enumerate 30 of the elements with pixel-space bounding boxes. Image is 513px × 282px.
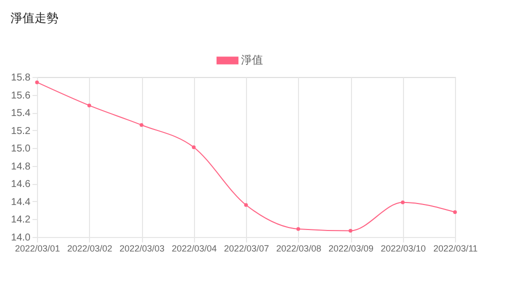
y-tick-label: 15.6 (11, 90, 31, 102)
legend-label: 淨值 (241, 54, 263, 66)
y-tick-label: 14.0 (11, 232, 31, 244)
y-tick-label: 14.8 (11, 161, 31, 172)
x-tick-label: 2022/03/11 (433, 244, 478, 254)
point (296, 227, 300, 231)
y-tick-label: 15.0 (11, 144, 31, 155)
point (453, 210, 457, 214)
point (244, 203, 248, 207)
point (140, 123, 144, 127)
y-tick-label: 14.2 (11, 214, 31, 226)
y-tick-label: 15.2 (11, 126, 31, 137)
x-tick-label: 2022/03/02 (67, 244, 112, 254)
x-tick-label: 2022/03/01 (14, 244, 60, 254)
y-tick-label: 14.4 (11, 196, 31, 208)
x-tick-label: 2022/03/04 (172, 244, 217, 254)
x-tick-label: 2022/03/08 (276, 244, 322, 254)
point (87, 104, 92, 108)
y-tick-label: 14.6 (11, 179, 31, 190)
x-tick-label: 2022/03/09 (328, 244, 374, 254)
point (348, 228, 352, 233)
x-tick-label: 2022/03/07 (224, 244, 270, 254)
point (35, 80, 39, 84)
x-tick-label: 2022/03/03 (119, 244, 165, 254)
point (192, 145, 196, 150)
y-tick-label: 15.4 (11, 108, 31, 120)
chart-title: 淨值走勢 (10, 11, 59, 25)
point (400, 200, 405, 204)
y-tick-label: 15.8 (11, 72, 31, 84)
x-tick-label: 2022/03/10 (380, 244, 426, 254)
